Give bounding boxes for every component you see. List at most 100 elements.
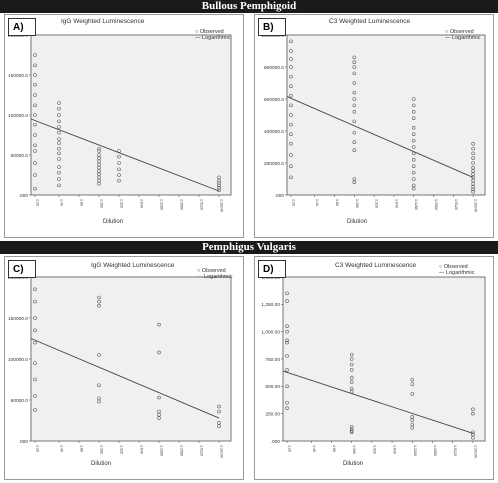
x-tick-label: 1:1280: [414, 199, 418, 210]
y-tick-label: 100000.0: [8, 357, 28, 363]
x-tick-label: 1:2560: [434, 199, 438, 210]
legend-logarithmic: — Logarithmic: [195, 35, 231, 41]
x-tick-label: 1:20: [291, 199, 295, 206]
observed-point: [411, 170, 416, 175]
observed-point: [349, 362, 354, 367]
observed-point: [289, 175, 293, 180]
observed-point: [352, 103, 357, 108]
chart-panel-a: .00050000.0100000.0150000.0200000.01:201…: [4, 14, 244, 238]
observed-point: [217, 186, 221, 190]
observed-point: [289, 103, 293, 108]
legend-observed-label: Observed: [201, 268, 226, 274]
observed-point: [33, 113, 37, 117]
chart-d-svg: .000250.00500.00750.001,000.001,250.001,…: [261, 275, 486, 458]
x-tick-label: 1:20: [288, 445, 292, 452]
x-tick-label: 1:5120: [200, 445, 204, 456]
x-tick-label: 1:10240: [220, 199, 224, 212]
observed-point: [97, 299, 101, 304]
observed-point: [411, 158, 416, 162]
chart-b-xlabel: Dilution: [347, 219, 368, 225]
observed-point: [352, 110, 357, 114]
observed-point: [289, 49, 293, 53]
chart-c-legend: ○ Observed — Logarithmic: [197, 268, 232, 280]
observed-point: [410, 422, 415, 427]
observed-point: [33, 53, 37, 57]
y-tick-label: 50000.0: [11, 398, 29, 404]
observed-point: [33, 394, 37, 398]
observed-point: [471, 156, 475, 160]
observed-point: [352, 97, 357, 101]
logarithmic-fit-line: [282, 370, 474, 434]
observed-point: [411, 145, 416, 149]
chart-c-title: IgG Weighted Luminescence: [91, 262, 175, 269]
chart-d-xlabel: Dilution: [343, 461, 364, 467]
observed-point: [33, 340, 37, 345]
observed-point: [289, 84, 293, 88]
x-tick-label: 1:40: [60, 445, 64, 452]
observed-point: [33, 133, 37, 137]
observed-point: [289, 132, 293, 136]
observed-point: [217, 409, 221, 414]
x-tick-label: 1:40: [60, 199, 64, 206]
x-tick-label: 1:320: [120, 445, 124, 454]
panel-label-d: D): [258, 260, 286, 278]
observed-point: [349, 429, 354, 433]
observed-point: [349, 375, 354, 380]
observed-point: [349, 368, 354, 372]
observed-point: [411, 164, 416, 168]
chart-a-svg: .00050000.0100000.0150000.0200000.01:201…: [8, 33, 232, 212]
observed-point: [33, 173, 37, 177]
plot-area: [286, 34, 486, 196]
observed-point: [33, 299, 37, 304]
observed-point: [97, 149, 101, 153]
y-tick-label: 250.00: [265, 411, 280, 417]
observed-point: [57, 101, 61, 105]
panel-label-b: B): [258, 18, 286, 36]
observed-point: [57, 130, 61, 135]
x-tick-label: 1:320: [375, 199, 379, 208]
observed-point: [57, 151, 61, 156]
observed-point: [352, 90, 357, 95]
observed-point: [57, 183, 61, 188]
plot-area: [282, 276, 486, 442]
panel-label-c: C): [8, 260, 36, 278]
observed-point: [157, 322, 161, 327]
observed-point: [57, 157, 61, 161]
observed-point: [57, 119, 61, 124]
plot-area: [30, 34, 232, 196]
observed-point: [57, 170, 61, 175]
logarithmic-fit-line: [286, 96, 474, 178]
observed-point: [411, 151, 416, 156]
observed-point: [285, 299, 289, 303]
x-tick-label: 1:5120: [453, 445, 457, 456]
y-tick-label: 50000.0: [11, 153, 29, 159]
observed-point: [285, 406, 289, 410]
observed-point: [33, 149, 37, 153]
legend-logarithmic-label: Logarithmic: [446, 270, 475, 276]
x-tick-label: 1:2560: [180, 445, 184, 456]
observed-point: [33, 161, 37, 165]
bullous-pemphigoid-banner: Bullous Pemphigoid: [0, 0, 498, 13]
observed-point: [285, 329, 289, 334]
observed-point: [97, 303, 101, 308]
observed-point: [33, 287, 37, 292]
observed-point: [349, 380, 354, 384]
observed-point: [285, 368, 289, 372]
observed-point: [217, 421, 221, 425]
legend-observed: ○ Observed: [195, 29, 224, 35]
observed-point: [289, 57, 293, 61]
observed-point: [33, 122, 37, 127]
observed-point: [33, 143, 37, 148]
observed-point: [352, 148, 357, 152]
observed-point: [352, 60, 357, 64]
observed-point: [411, 126, 416, 130]
observed-point: [352, 130, 357, 135]
observed-point: [471, 430, 475, 435]
observed-point: [97, 396, 101, 401]
observed-point: [97, 353, 101, 357]
observed-point: [289, 65, 293, 69]
x-tick-label: 1:20: [36, 199, 40, 206]
observed-point: [289, 164, 293, 168]
observed-point: [411, 110, 416, 114]
observed-point: [97, 182, 101, 186]
